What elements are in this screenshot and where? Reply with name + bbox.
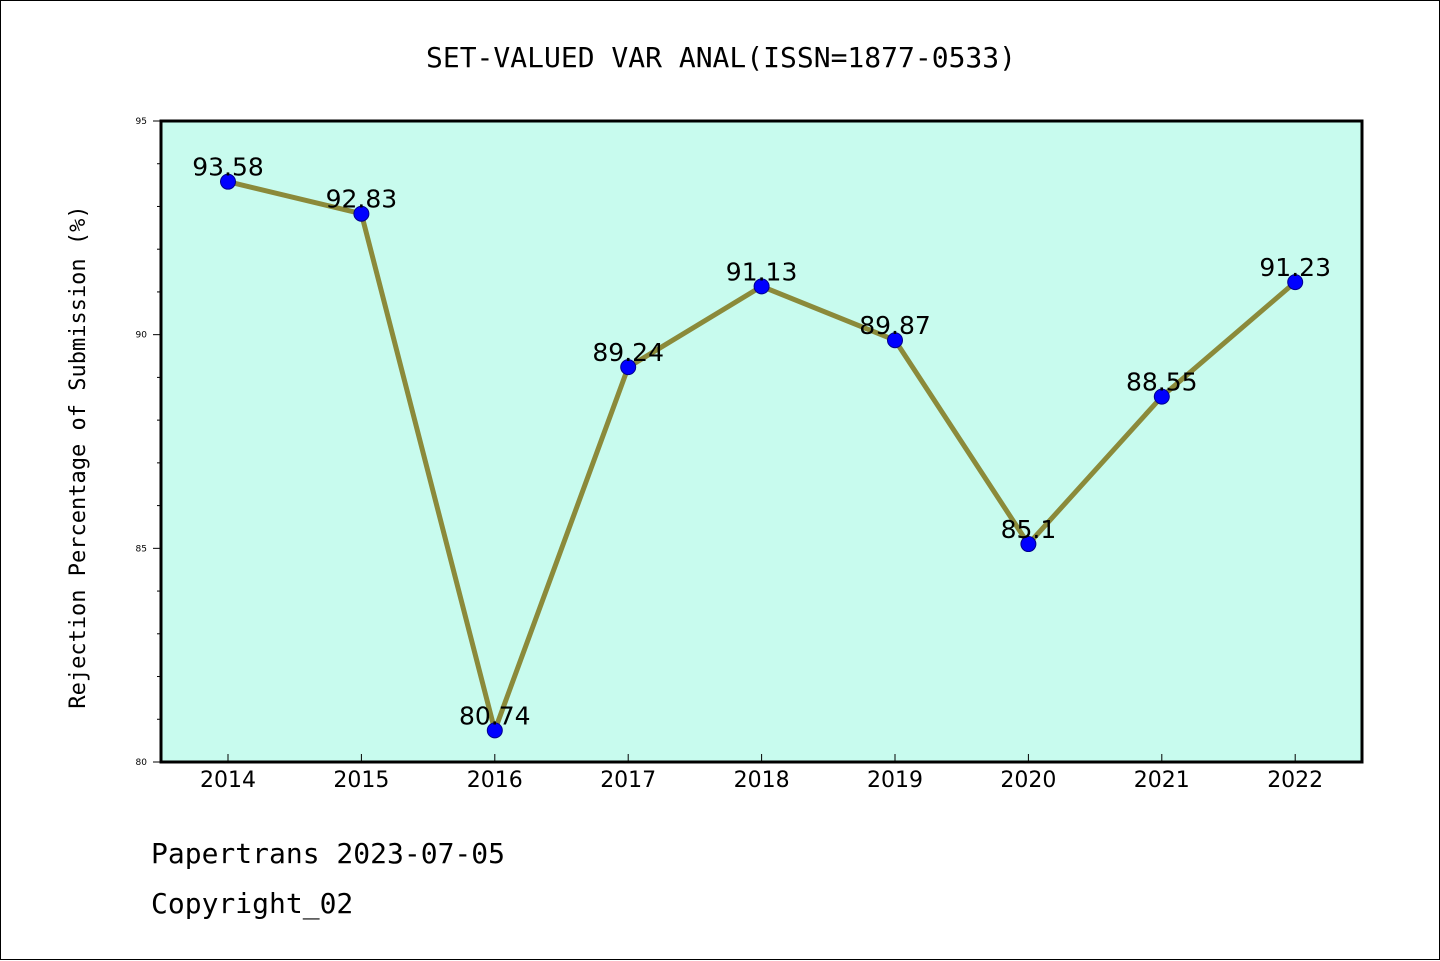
data-point (1153, 388, 1170, 405)
data-labels: 93.58 92.83 80.74 89.24 91.13 89.87 85.1 88.55 9… (192, 153, 1331, 731)
footer-copyright: Copyright_02 (151, 887, 354, 920)
plot-area (159, 119, 1364, 764)
data-label: 80.74 (459, 701, 531, 730)
y-tick-label: 80 (136, 758, 148, 768)
data-point (353, 205, 370, 222)
x-tick-label: 2016 (467, 768, 523, 793)
data-label: 93.58 (192, 153, 264, 182)
data-label: 89.24 (592, 338, 664, 367)
x-tick-label: 2022 (1267, 768, 1323, 793)
x-tick-label: 2018 (734, 768, 790, 793)
data-label: 85.1 (1001, 515, 1057, 544)
x-tick-label: 2020 (1000, 768, 1056, 793)
data-point (1287, 274, 1304, 291)
data-point (887, 332, 903, 349)
data-point (620, 359, 637, 376)
x-tick-label: 2014 (200, 768, 256, 793)
data-label: 88.55 (1126, 368, 1198, 397)
footer-source: Papertrans 2023-07-05 (151, 837, 506, 870)
data-point (486, 722, 503, 739)
x-tick-label: 2019 (867, 768, 923, 793)
y-tick-label: 85 (136, 544, 147, 554)
x-tick-label: 2017 (600, 768, 656, 793)
chart-title: SET-VALUED VAR ANAL(ISSN=1877-0533) (426, 41, 1016, 74)
data-label: 92.83 (326, 185, 398, 214)
y-axis-label: Rejection Percentage of Submission (%) (66, 205, 91, 708)
x-tick-label: 2021 (1134, 768, 1190, 793)
data-label: 91.13 (726, 257, 798, 286)
y-axis-ticks: 80 85 90 95 (136, 117, 161, 768)
y-tick-label: 90 (136, 331, 148, 341)
data-markers (220, 173, 1304, 739)
y-tick-label: 95 (136, 117, 147, 127)
data-point (753, 278, 770, 295)
data-point (220, 173, 236, 190)
x-tick-label: 2015 (333, 768, 389, 793)
x-axis-ticks: 2014 2015 2016 2017 2018 2019 2020 2021 2022 (200, 754, 1323, 793)
data-point (1020, 536, 1037, 553)
data-label: 89.87 (859, 311, 931, 340)
data-label: 91.23 (1259, 253, 1331, 282)
